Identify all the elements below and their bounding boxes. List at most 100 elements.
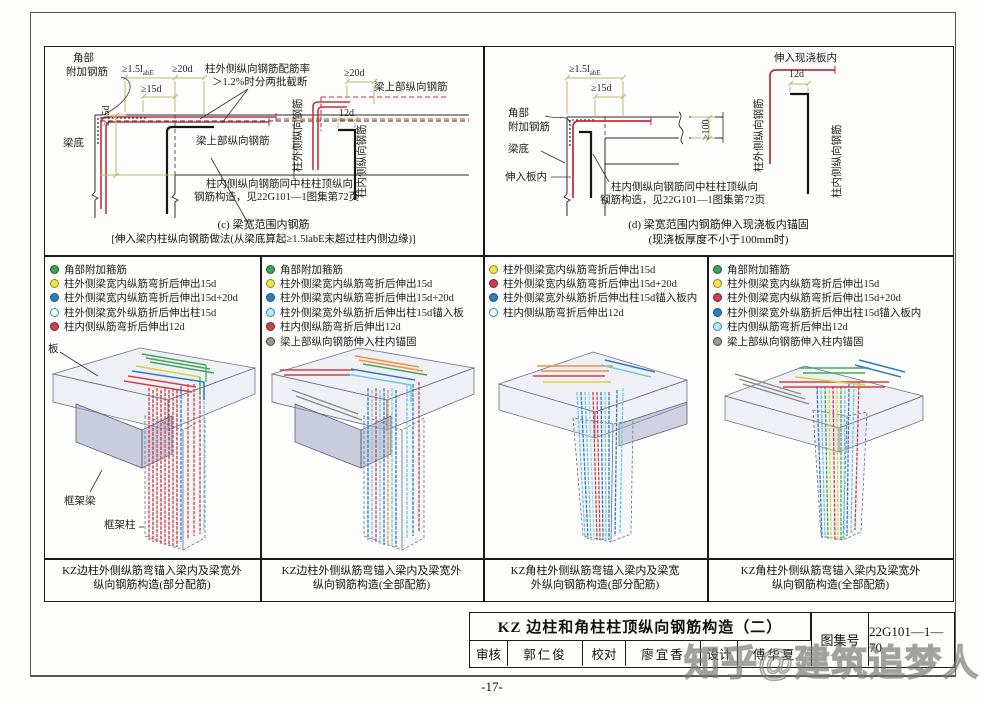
- panel-d-caption-2: (现浇板厚度不小于100mm时): [648, 234, 789, 246]
- legend-item: 柱内侧纵筋弯折后伸出12d: [713, 320, 921, 334]
- top-section-divider: [483, 46, 485, 256]
- figure-3-caption: KZ角柱外侧纵筋弯锚入梁内及梁宽 外纵向钢筋构造(部分配筋): [483, 564, 707, 592]
- legend-marker: [50, 322, 59, 332]
- panel-d-mini-dim-12d: 12d: [789, 69, 804, 80]
- panel-c-dim-1-5labe: ≥1.5labE: [122, 64, 154, 77]
- legend-item: 柱外侧梁宽内纵筋弯折后伸出15d+20d: [266, 291, 464, 305]
- legend-label: 柱外侧梁宽内纵筋弯折后伸出15d: [503, 264, 656, 276]
- outer-border: [30, 12, 956, 676]
- legend-item: 柱外侧梁宽内纵筋弯折后伸出15d: [50, 276, 238, 290]
- panel-d-mini-inner-bar-label: 柱内侧纵向钢筋: [832, 124, 843, 199]
- title-block-review-label: 审核: [470, 641, 508, 666]
- legend-label: 柱内侧纵筋弯折后伸出12d: [64, 322, 185, 334]
- column-divider-2: [483, 256, 485, 602]
- panel-d-corner-label-2: 附加钢筋: [508, 122, 550, 133]
- legend-label: 柱外侧梁宽外纵筋折后伸出柱15d锚入板: [280, 307, 464, 319]
- title-block-design-label: 设计: [701, 641, 738, 666]
- panel-c-mini-dim-12d: 12d: [339, 108, 354, 119]
- page-number: -17-: [481, 679, 503, 694]
- legend-label: 梁上部纵向钢筋伸入柱内锚固: [727, 336, 864, 348]
- legend-marker: [713, 264, 722, 274]
- panel-d-mini-into-slab-label: 伸入现浇板内: [774, 53, 837, 64]
- figure-4-illustration: [723, 359, 925, 541]
- legend-marker: [713, 307, 722, 317]
- legend-label: 柱外侧梁宽内纵筋弯折后伸出15d: [727, 279, 880, 291]
- figure-1-caption-line1: KZ边柱外侧纵筋弯锚入梁内及梁宽外: [62, 565, 242, 577]
- legend-label: 柱外侧梁宽外纵筋折后伸出柱15d锚入板内: [727, 307, 922, 319]
- legend-marker: [713, 322, 722, 332]
- legend-figure-3: 柱外侧梁宽内纵筋弯折后伸出15d 柱外侧梁宽内纵筋弯折后伸出15d+20d 柱外…: [489, 262, 697, 320]
- legend-label: 柱外侧梁宽内纵筋弯折后伸出15d: [64, 279, 217, 291]
- figure-1-frame-column-label: 框架柱: [104, 520, 136, 531]
- figure-3-caption-line2: 外纵向钢筋构造(部分配筋): [530, 579, 660, 591]
- panel-c-ratio-note-2: ＞1.2%时分两批截断: [212, 77, 308, 88]
- section-divider: [44, 255, 954, 257]
- legend-marker: [489, 293, 498, 303]
- legend-marker: [713, 336, 722, 346]
- panel-c-inner-note-2: 钢筋构造，见22G101—1图集第72页: [194, 192, 360, 203]
- legend-label: 柱外侧梁宽内纵筋弯折后伸出15d+20d: [503, 279, 677, 291]
- legend-marker: [50, 293, 59, 303]
- panel-d-mini-outer-bar-label: 柱外侧纵向钢筋: [754, 98, 765, 173]
- legend-marker: [266, 336, 275, 346]
- legend-item: 柱内侧纵筋弯折后伸出12d: [50, 320, 238, 334]
- legend-label: 柱内侧纵筋弯折后伸出12d: [727, 322, 848, 334]
- legend-item: 柱外侧梁宽外纵筋折后伸出柱15d锚入板: [266, 305, 464, 319]
- title-block-design-name: 傅华夏: [752, 648, 797, 662]
- panel-c-dim-15d-vertical: ≥15d: [101, 105, 112, 127]
- legend-label: 柱外侧梁宽内纵筋弯折后伸出15d+20d: [64, 293, 238, 305]
- panel-c-caption-2: [伸入梁内柱纵向钢筋做法(从梁底算起≥1.5labE未超过柱内侧边缘)]: [111, 234, 416, 245]
- legend-label: 柱外侧梁宽外纵筋折后伸出柱15d锚入板内: [503, 293, 698, 305]
- panel-d-into-slab-label: 伸入板内: [505, 172, 547, 183]
- watermark: 知乎@建筑追梦人: [683, 641, 980, 684]
- legend-label: 柱外侧梁宽内纵筋弯折后伸出15d+20d: [280, 293, 454, 305]
- figure-1-caption-line2: 纵向钢筋构造(部分配筋): [93, 579, 211, 591]
- panel-c-dim-15d: ≥15d: [141, 84, 162, 95]
- panel-c-ratio-note-1: 柱外侧纵向钢筋配筋率: [205, 64, 310, 75]
- panel-c-mini-outer-bar-label: 柱外侧纵向钢筋: [293, 98, 304, 173]
- figure-1-frame-beam-label: 框架梁: [64, 496, 96, 507]
- panel-d-dim-100: ≥100: [701, 119, 712, 141]
- legend-item: 柱外侧梁宽外纵筋折后伸出柱15d锚入板内: [489, 291, 697, 305]
- panel-d-dim-15d: ≥15d: [591, 83, 612, 94]
- legend-marker: [713, 293, 722, 303]
- panel-d-beam-bottom-label: 梁底: [508, 144, 529, 155]
- figure-4-caption: KZ角柱外侧纵筋弯锚入梁内及梁宽外 纵向钢筋构造(全部配筋): [707, 564, 954, 592]
- legend-marker: [489, 279, 498, 289]
- title-block: KZ 边柱和角柱柱顶纵向钢筋构造（二） 审核 郭仁俊 校对 廖宜香 设计 傅华夏…: [469, 612, 955, 668]
- panel-c-beam-bottom-label: 梁底: [63, 138, 84, 149]
- legend-item: 柱外侧梁宽内纵筋弯折后伸出15d: [489, 262, 697, 276]
- legend-figure-1: 角部附加箍筋 柱外侧梁宽内纵筋弯折后伸出15d 柱外侧梁宽内纵筋弯折后伸出15d…: [50, 262, 238, 334]
- title-block-atlas-label: 图集号: [811, 613, 869, 666]
- figure-2-caption: KZ边柱外侧纵筋弯锚入梁内及梁宽外 纵向钢筋构造(全部配筋): [260, 564, 483, 592]
- legend-item: 角部附加箍筋: [50, 262, 238, 276]
- legend-label: 梁上部纵向钢筋伸入柱内锚固: [280, 336, 417, 348]
- bottom-rule: [30, 676, 956, 677]
- legend-label: 柱外侧梁宽内纵筋弯折后伸出15d+20d: [727, 293, 901, 305]
- figure-4-caption-line2: 纵向钢筋构造(全部配筋): [771, 579, 890, 591]
- caption-divider: [44, 558, 954, 560]
- legend-item: 柱外侧梁宽内纵筋弯折后伸出15d+20d: [713, 291, 921, 305]
- legend-label: 角部附加箍筋: [64, 264, 127, 276]
- panel-c-drawing: [91, 74, 469, 224]
- content-frame: [44, 46, 954, 602]
- figure-3-caption-line1: KZ角柱外侧纵筋弯锚入梁内及梁宽: [510, 565, 680, 577]
- legend-marker: [50, 264, 59, 274]
- legend-label: 角部附加箍筋: [727, 264, 790, 276]
- legend-item: 柱外侧梁宽外纵筋折后伸出柱15d锚入板内: [713, 305, 921, 319]
- title-block-check-label: 校对: [583, 641, 626, 666]
- legend-marker: [489, 264, 498, 274]
- legend-marker: [266, 307, 275, 317]
- legend-marker: [50, 307, 59, 317]
- figure-1-illustration: [51, 347, 257, 551]
- legend-label: 柱外侧梁宽内纵筋弯折后伸出15d: [280, 279, 433, 291]
- panel-d-drawing: [540, 66, 836, 216]
- panel-c-mini-dim-20d: ≥20d: [344, 68, 365, 79]
- corner-add-bar-d: [569, 119, 595, 146]
- legend-marker: [266, 264, 275, 274]
- legend-marker: [713, 279, 722, 289]
- corner-add-bar: [97, 117, 148, 144]
- panel-d-dim-1-5labe: ≥1.5labE: [569, 64, 601, 77]
- legend-label: 柱外侧梁宽外纵筋折后伸出柱15d: [64, 307, 217, 319]
